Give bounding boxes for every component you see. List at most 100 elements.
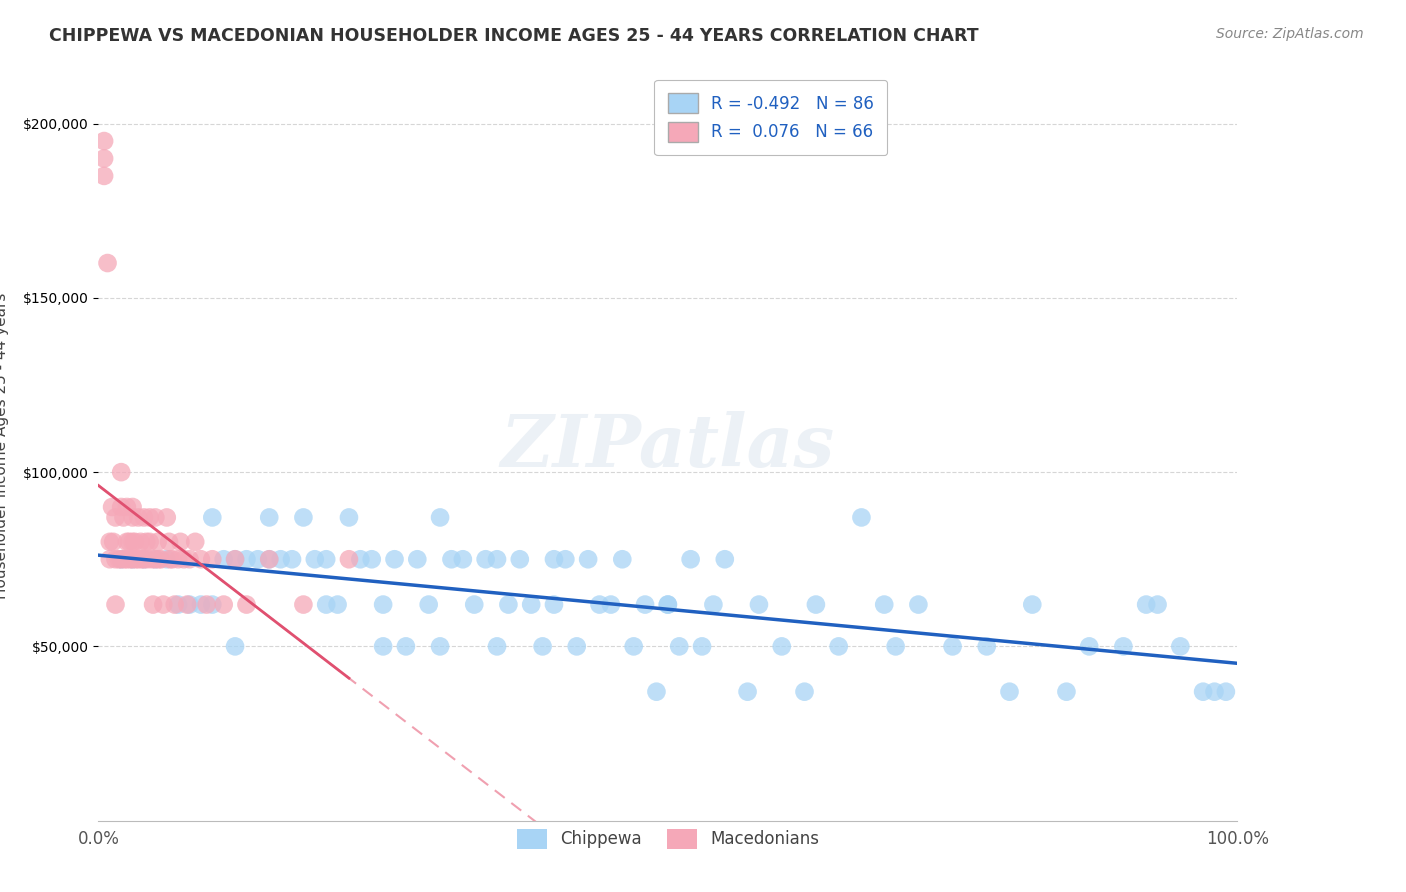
Point bbox=[440, 552, 463, 566]
Point bbox=[145, 552, 167, 566]
Point bbox=[235, 598, 257, 612]
Point bbox=[543, 552, 565, 566]
Point bbox=[121, 510, 143, 524]
Point bbox=[127, 552, 149, 566]
Point bbox=[142, 598, 165, 612]
Point bbox=[828, 640, 851, 654]
Point bbox=[565, 640, 588, 654]
Point bbox=[292, 510, 315, 524]
Point bbox=[115, 500, 138, 514]
Point bbox=[224, 640, 246, 654]
Point bbox=[554, 552, 576, 566]
Point bbox=[690, 640, 713, 654]
Point bbox=[156, 552, 179, 566]
Point bbox=[576, 552, 599, 566]
Point bbox=[156, 510, 179, 524]
Point bbox=[138, 510, 160, 524]
Point bbox=[702, 598, 724, 612]
Point bbox=[498, 598, 520, 612]
Point bbox=[1192, 684, 1215, 698]
Point bbox=[101, 500, 124, 514]
Point bbox=[976, 640, 998, 654]
Point bbox=[679, 552, 702, 566]
Legend: Chippewa, Macedonians: Chippewa, Macedonians bbox=[509, 821, 827, 857]
Point bbox=[190, 598, 212, 612]
Point bbox=[129, 534, 152, 549]
Point bbox=[1135, 598, 1157, 612]
Point bbox=[737, 684, 759, 698]
Point bbox=[1112, 640, 1135, 654]
Point bbox=[371, 598, 394, 612]
Y-axis label: Householder Income Ages 25 - 44 years: Householder Income Ages 25 - 44 years bbox=[0, 293, 8, 599]
Point bbox=[998, 684, 1021, 698]
Point bbox=[173, 552, 195, 566]
Point bbox=[337, 552, 360, 566]
Point bbox=[349, 552, 371, 566]
Point bbox=[406, 552, 429, 566]
Point bbox=[212, 598, 235, 612]
Point bbox=[304, 552, 326, 566]
Point bbox=[212, 552, 235, 566]
Text: CHIPPEWA VS MACEDONIAN HOUSEHOLDER INCOME AGES 25 - 44 YEARS CORRELATION CHART: CHIPPEWA VS MACEDONIAN HOUSEHOLDER INCOM… bbox=[49, 27, 979, 45]
Point bbox=[201, 552, 224, 566]
Point bbox=[315, 552, 337, 566]
Point bbox=[98, 552, 121, 566]
Text: Source: ZipAtlas.com: Source: ZipAtlas.com bbox=[1216, 27, 1364, 41]
Point bbox=[600, 598, 623, 612]
Point bbox=[315, 598, 337, 612]
Point bbox=[509, 552, 531, 566]
Point bbox=[145, 510, 167, 524]
Point bbox=[145, 552, 167, 566]
Point bbox=[131, 552, 153, 566]
Point bbox=[152, 598, 174, 612]
Point bbox=[770, 640, 793, 654]
Text: ZIPatlas: ZIPatlas bbox=[501, 410, 835, 482]
Point bbox=[110, 552, 132, 566]
Point bbox=[337, 510, 360, 524]
Point bbox=[163, 598, 186, 612]
Point bbox=[132, 552, 155, 566]
Point bbox=[157, 534, 180, 549]
Point bbox=[195, 598, 218, 612]
Point bbox=[804, 598, 827, 612]
Point bbox=[668, 640, 690, 654]
Point bbox=[110, 552, 132, 566]
Point bbox=[124, 534, 146, 549]
Point bbox=[748, 598, 770, 612]
Point bbox=[292, 598, 315, 612]
Point bbox=[1054, 684, 1078, 698]
Point bbox=[224, 552, 246, 566]
Point bbox=[793, 684, 815, 698]
Point bbox=[474, 552, 496, 566]
Point bbox=[132, 552, 155, 566]
Point bbox=[1170, 640, 1192, 654]
Point bbox=[281, 552, 304, 566]
Point bbox=[135, 534, 157, 549]
Point bbox=[451, 552, 474, 566]
Point bbox=[486, 552, 509, 566]
Point bbox=[118, 534, 141, 549]
Point bbox=[246, 552, 269, 566]
Point bbox=[1021, 598, 1043, 612]
Point bbox=[121, 500, 143, 514]
Point bbox=[714, 552, 737, 566]
Point bbox=[463, 598, 485, 612]
Point bbox=[588, 598, 610, 612]
Point bbox=[159, 552, 181, 566]
Point bbox=[873, 598, 896, 612]
Point bbox=[127, 510, 149, 524]
Point bbox=[121, 534, 143, 549]
Point bbox=[224, 552, 246, 566]
Point bbox=[104, 552, 127, 566]
Point bbox=[121, 552, 143, 566]
Point bbox=[942, 640, 965, 654]
Point bbox=[150, 552, 173, 566]
Point bbox=[235, 552, 257, 566]
Point bbox=[201, 598, 224, 612]
Point bbox=[138, 534, 160, 549]
Point bbox=[93, 134, 115, 148]
Point bbox=[167, 598, 190, 612]
Point bbox=[543, 598, 565, 612]
Point bbox=[1215, 684, 1237, 698]
Point bbox=[612, 552, 634, 566]
